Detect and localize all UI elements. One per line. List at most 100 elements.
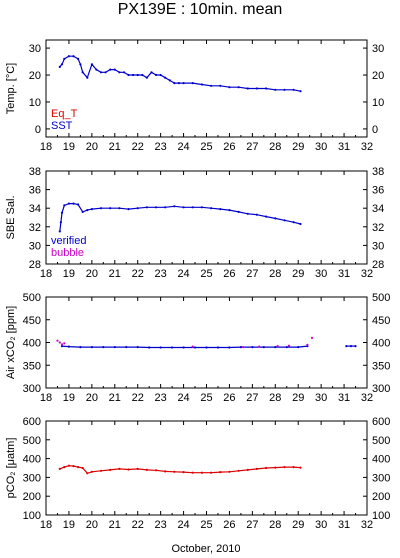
y-tick-label-right: 400 [372,338,390,350]
x-tick-label: 21 [109,392,121,404]
data-point [67,345,70,348]
x-tick-label: 20 [86,141,98,153]
data-point [90,346,93,349]
data-point [99,207,103,210]
y-tick-label-left: 400 [23,338,41,350]
y-tick-label-right: 100 [372,510,390,522]
y-tick-label-right: 300 [372,472,390,484]
data-point [86,76,89,79]
data-point [136,467,139,470]
legend-entry-verified: verified [51,235,86,247]
x-tick-label: 19 [63,392,75,404]
data-point [118,467,121,470]
data-point [237,210,240,213]
data-point [159,73,162,77]
data-point [125,346,128,349]
data-point [77,57,80,61]
data-point [155,206,158,209]
data-point [145,468,148,471]
data-point [265,87,268,90]
data-point [67,464,70,467]
x-tick-label: 25 [200,268,212,280]
data-point [262,346,265,349]
data-point [81,71,84,74]
x-tick-label: 22 [132,392,144,404]
data-point [155,469,158,472]
data-point [274,217,277,220]
data-point [228,346,231,349]
y-tick-label-right: 600 [372,416,390,428]
series-line-3-1 [61,345,308,349]
data-point [173,82,176,85]
y-tick-label-left: 500 [23,435,41,447]
x-tick-label: 18 [40,392,52,404]
data-point [200,471,203,474]
x-tick-label: 24 [177,141,189,153]
data-point [63,466,66,469]
data-point [292,221,295,224]
y-axis-label-1: Temp. [°C] [5,63,17,114]
legend-entry-bubble: bubble [51,247,84,259]
data-point [72,465,75,468]
x-tick-label: 28 [269,268,281,280]
data-point [219,84,222,87]
data-point [299,222,302,226]
y-tick-label-left: 300 [23,383,41,395]
data-point [67,202,70,205]
x-tick-label: 29 [292,268,304,280]
x-tick-label: 22 [132,141,144,153]
data-point [90,470,93,473]
data-point [255,87,258,90]
data-point [79,346,82,349]
x-tick-label: 18 [40,141,52,153]
legend-entry-eq-t: Eq_T [51,108,78,120]
y-tick-label-right: 450 [372,315,390,327]
y-tick-label-left: 28 [29,259,41,271]
x-tick-label: 32 [361,141,373,153]
y-tick-label-right: 38 [372,166,384,178]
y-axis-label-4: pCO₂ [μatm] [5,438,17,499]
y-tick-label-right: 500 [372,292,390,304]
data-point [345,345,348,348]
x-tick-label: 31 [338,392,350,404]
x-tick-label: 25 [200,141,212,153]
x-tick-label: 20 [86,268,98,280]
data-point [265,466,268,470]
data-point [95,68,98,71]
x-tick-label: 23 [155,268,167,280]
data-point [81,466,84,470]
x-tick-label: 24 [177,392,189,404]
y-tick-label-left: 300 [23,472,41,484]
x-tick-label: 26 [223,519,235,531]
data-point [177,82,181,85]
x-tick-label: 25 [200,519,212,531]
x-tick-label: 23 [155,392,167,404]
data-point [63,57,66,61]
data-point [104,71,107,74]
data-point [109,68,112,71]
x-tick-label: 23 [155,141,167,153]
y-tick-label-left: 38 [29,166,41,178]
data-point [171,346,174,349]
data-point [265,215,268,218]
x-tick-label: 28 [269,519,281,531]
x-tick-label: 30 [315,141,327,153]
data-point [274,346,277,349]
data-point [67,55,70,58]
data-point [86,209,89,212]
x-tick-label: 31 [338,141,350,153]
data-point [72,202,75,205]
data-point [127,468,130,471]
x-tick-label: 26 [223,141,235,153]
x-tick-label: 24 [177,268,189,280]
data-point [287,344,291,347]
data-point [90,63,93,66]
data-point [283,219,286,222]
y-tick-label-right: 34 [372,203,384,215]
data-point [63,204,66,207]
panel-frame-3 [45,296,368,389]
y-tick-label-right: 30 [372,43,384,55]
data-point [354,345,357,348]
data-point [205,346,208,349]
